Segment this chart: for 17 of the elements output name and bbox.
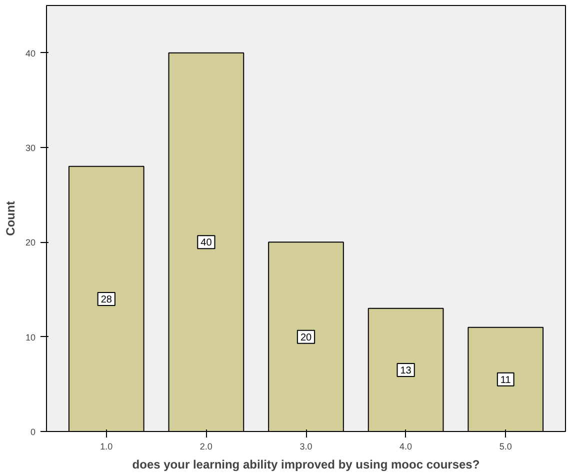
x-tick-label: 3.0 (300, 442, 312, 452)
y-tick-label: 40 (25, 48, 36, 58)
data-label: 11 (500, 374, 512, 386)
data-label: 40 (200, 238, 212, 249)
y-axis-title: Count (3, 201, 18, 236)
y-tick-label: 10 (25, 332, 36, 342)
data-label: 13 (400, 365, 412, 376)
y-tick-label: 30 (25, 143, 36, 153)
data-label: 20 (300, 332, 312, 344)
x-axis-title: does your learning ability improved by using mooc courses? (132, 458, 480, 472)
data-label: 28 (100, 294, 112, 306)
x-tick-label: 4.0 (400, 442, 412, 452)
x-tick-label: 5.0 (499, 442, 512, 452)
y-tick-label: 20 (25, 238, 36, 248)
x-tick-label: 1.0 (100, 442, 113, 452)
x-tick-label: 2.0 (200, 442, 212, 452)
y-tick-label: 0 (30, 427, 36, 437)
